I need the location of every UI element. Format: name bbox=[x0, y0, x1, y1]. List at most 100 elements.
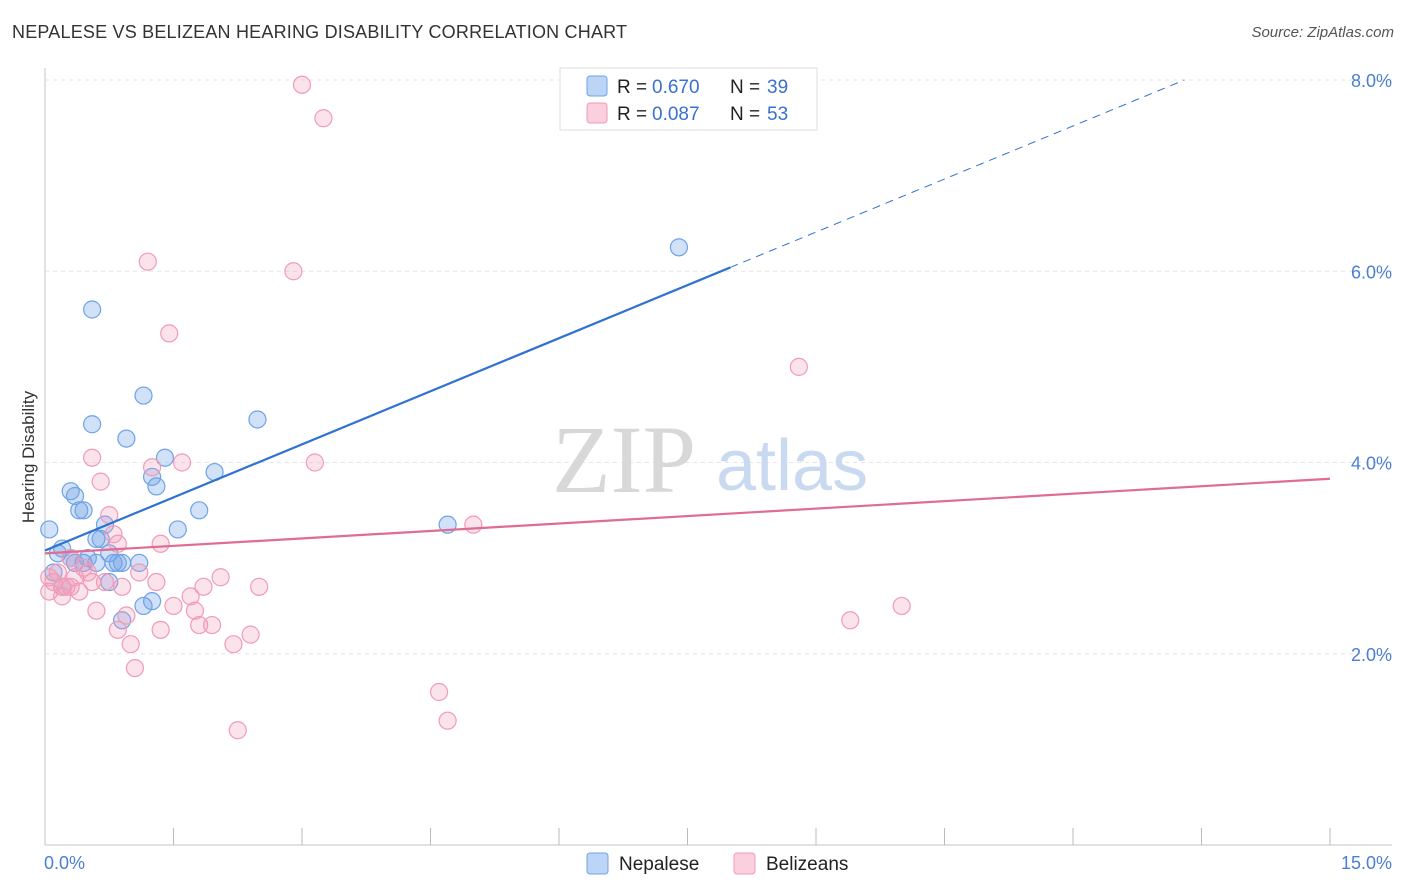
belizeans-r-label: R = bbox=[617, 104, 647, 125]
nepalese-point bbox=[155, 448, 175, 467]
belizeans-point bbox=[48, 563, 67, 582]
nepalese-point bbox=[134, 596, 153, 616]
belizeans-point bbox=[117, 606, 136, 625]
belizeans-point bbox=[121, 635, 140, 654]
belizeans-r-value: 0.087 bbox=[652, 104, 700, 125]
grid-lines bbox=[45, 79, 1392, 655]
nepalese-point bbox=[248, 410, 267, 429]
belizeans-point bbox=[70, 582, 89, 601]
legend-nepalese-swatch bbox=[586, 852, 609, 875]
data-points bbox=[40, 75, 911, 740]
belizeans-point bbox=[104, 525, 123, 544]
nepalese-point bbox=[134, 386, 153, 405]
legend-belizeans-label: Belizeans bbox=[766, 854, 848, 875]
nepalese-point bbox=[142, 467, 162, 486]
belizeans-point bbox=[125, 658, 145, 678]
belizeans-n-value: 53 bbox=[767, 104, 788, 125]
nepalese-point bbox=[70, 501, 89, 520]
nepalese-point bbox=[190, 501, 209, 520]
belizeans-point bbox=[83, 448, 102, 467]
belizeans-point bbox=[112, 577, 132, 596]
belizeans-point bbox=[789, 357, 808, 376]
belizeans-point bbox=[87, 601, 106, 620]
nepalese-r-value: 0.670 bbox=[652, 77, 700, 98]
nepalese-point bbox=[108, 553, 127, 573]
nepalese-point bbox=[147, 477, 166, 496]
belizeans-point bbox=[164, 596, 183, 616]
belizeans-point bbox=[194, 577, 213, 596]
x-tick-label-min: 0.0% bbox=[44, 853, 85, 873]
belizeans-point bbox=[241, 625, 260, 644]
belizeans-trend-line bbox=[44, 477, 1331, 555]
belizeans-point bbox=[130, 563, 149, 582]
nepalese-point bbox=[40, 520, 59, 539]
nepalese-point bbox=[83, 415, 102, 434]
nepalese-r-label: R = bbox=[617, 77, 647, 98]
belizeans-point bbox=[151, 534, 170, 553]
belizeans-point bbox=[181, 587, 200, 606]
belizeans-n-label: N = bbox=[730, 104, 760, 125]
belizeans-point bbox=[61, 577, 80, 596]
belizeans-point bbox=[250, 577, 269, 596]
stats-legend: R = 0.670 N = 39 R = 0.087 N = 53 bbox=[559, 67, 818, 131]
y-axis-title: Hearing Disability bbox=[19, 390, 38, 523]
belizeans-point bbox=[172, 453, 192, 472]
y-tick-label: 6.0% bbox=[1351, 262, 1392, 282]
nepalese-trend-extension bbox=[730, 79, 1185, 268]
belizeans-point bbox=[224, 635, 243, 654]
source-label: Source: ZipAtlas.com bbox=[1251, 24, 1394, 41]
belizeans-point bbox=[202, 615, 222, 635]
nepalese-point bbox=[87, 529, 106, 549]
nepalese-trend-line bbox=[44, 266, 731, 552]
belizeans-point bbox=[61, 549, 80, 568]
x-axis-ticks bbox=[173, 828, 1331, 845]
legend-nepalese-label: Nepalese bbox=[619, 854, 699, 875]
y-tick-labels: 2.0% 4.0% 6.0% 8.0% bbox=[1351, 71, 1392, 665]
y-tick-label: 2.0% bbox=[1351, 645, 1392, 665]
legend-belizeans-swatch bbox=[733, 852, 756, 875]
nepalese-point bbox=[130, 553, 149, 573]
belizeans-point bbox=[211, 568, 230, 587]
y-tick-label: 8.0% bbox=[1351, 71, 1392, 91]
belizeans-point bbox=[138, 252, 157, 271]
nepalese-point bbox=[168, 520, 187, 539]
belizeans-point bbox=[95, 572, 115, 592]
belizeans-point bbox=[892, 596, 911, 616]
belizeans-point bbox=[147, 572, 166, 592]
nepalese-n-value: 39 bbox=[767, 77, 788, 98]
nepalese-point bbox=[74, 501, 93, 520]
belizeans-point bbox=[292, 75, 312, 94]
belizeans-point bbox=[314, 109, 333, 128]
nepalese-n-label: N = bbox=[730, 77, 760, 98]
x-tick-label-max: 15.0% bbox=[1341, 853, 1392, 873]
belizeans-point bbox=[142, 458, 162, 477]
y-tick-label: 4.0% bbox=[1351, 454, 1392, 474]
belizeans-point bbox=[284, 262, 303, 281]
belizeans-point bbox=[160, 324, 179, 343]
belizeans-point bbox=[305, 453, 324, 472]
belizeans-point bbox=[185, 601, 205, 620]
nepalese-point bbox=[83, 300, 102, 319]
watermark-atlas: atlas bbox=[716, 426, 868, 506]
chart-title: NEPALESE VS BELIZEAN HEARING DISABILITY … bbox=[12, 22, 628, 42]
nepalese-swatch bbox=[586, 75, 608, 97]
belizeans-point bbox=[190, 615, 209, 635]
belizeans-point bbox=[429, 682, 449, 702]
belizeans-point bbox=[228, 721, 247, 740]
nepalese-point bbox=[669, 238, 689, 257]
belizeans-point bbox=[78, 563, 97, 582]
belizeans-swatch bbox=[586, 102, 608, 124]
belizeans-point bbox=[464, 515, 483, 534]
belizeans-point bbox=[108, 620, 127, 639]
trend-lines bbox=[44, 79, 1331, 555]
nepalese-point bbox=[142, 592, 162, 611]
belizeans-point bbox=[151, 620, 170, 639]
belizeans-point bbox=[83, 572, 102, 592]
nepalese-point bbox=[65, 486, 85, 506]
belizeans-point bbox=[438, 711, 457, 730]
nepalese-point bbox=[117, 429, 136, 448]
belizeans-point bbox=[91, 472, 110, 491]
nepalese-point bbox=[112, 553, 132, 573]
watermark-zip: ZIP bbox=[552, 406, 696, 513]
